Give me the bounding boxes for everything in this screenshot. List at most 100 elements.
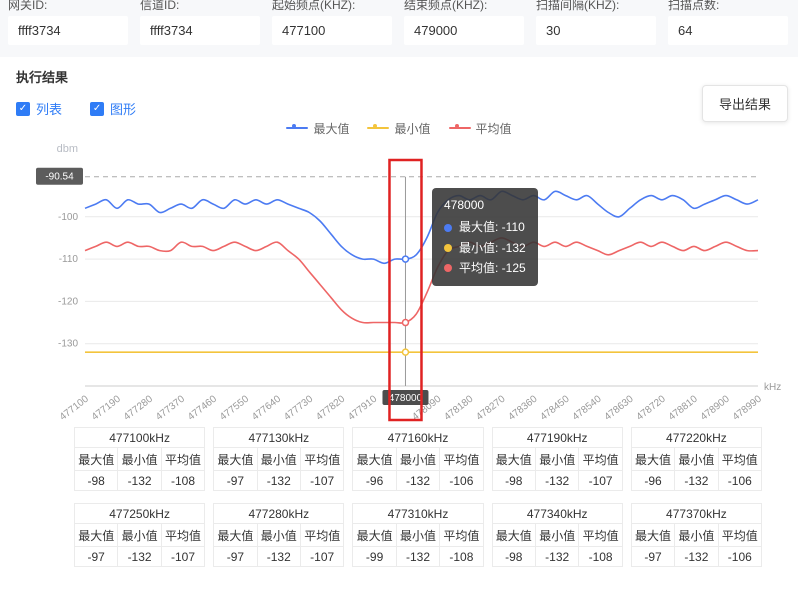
col-header: 最大值 [491, 447, 537, 471]
cell-value: -98 [73, 470, 119, 491]
spectrum-chart: 最大值 最小值 平均值 dbm kHz -100 -110 -120 -130 -90.54 47… [0, 118, 798, 423]
cell-value: -132 [395, 546, 441, 567]
col-header: 最小值 [256, 523, 301, 547]
chart-canvas[interactable]: dbm kHz -100 -110 -120 -130 -90.54 477100477190… [0, 138, 798, 423]
cell-value: -132 [674, 546, 719, 567]
col-header: 最小值 [256, 447, 301, 471]
freq-table-title: 477100kHz [73, 427, 206, 448]
checkbox-icon: ✓ [90, 101, 105, 116]
legend-marker-icon [448, 123, 471, 129]
highlight-annotation [388, 158, 423, 422]
col-header: 最大值 [630, 447, 676, 471]
col-header: 平均值 [299, 447, 345, 471]
form-field-label: 信道ID: [140, 0, 180, 12]
col-header: 最小值 [395, 447, 441, 471]
form-field-label: 起始频点(KHZ): [272, 0, 356, 12]
y-tick-label: -120 [58, 296, 78, 307]
cell-value: -107 [299, 546, 345, 567]
legend-marker-icon [286, 123, 309, 129]
cell-value: -107 [299, 470, 345, 491]
max-ref-label: -90.54 [45, 172, 74, 183]
col-header: 最小值 [534, 523, 580, 547]
freq-table: 477130kHz 最大值 最小值 平均值 -97 -132 -107 [213, 427, 345, 491]
x-tick-label: 477550 [218, 393, 251, 422]
cell-value: -99 [352, 546, 397, 567]
form-field-label: 扫描间隔(KHZ): [536, 0, 620, 12]
legend-label: 最大值 [313, 121, 350, 136]
x-tick-label: 477820 [314, 393, 347, 422]
col-header: 平均值 [439, 523, 484, 547]
freq-table-title: 477190kHz [491, 427, 623, 448]
form-field-input[interactable]: 477100 [272, 16, 392, 45]
freq-table: 477220kHz 最大值 最小值 平均值 -96 -132 -106 [630, 427, 763, 491]
x-tick-label: 478900 [699, 393, 732, 422]
form-field-4: 扫描间隔(KHZ): 30 [536, 0, 656, 45]
cell-value: -132 [534, 546, 580, 567]
col-header: 平均值 [160, 523, 206, 547]
legend-item-1[interactable]: 最小值 [367, 120, 431, 137]
x-tick-label: 477190 [90, 393, 123, 422]
col-header: 最大值 [213, 447, 258, 471]
cell-value: -97 [213, 546, 258, 567]
cell-value: -106 [717, 470, 763, 491]
legend-item-0[interactable]: 最大值 [286, 120, 349, 137]
y-tick-label: -110 [59, 254, 79, 265]
col-header: 平均值 [717, 447, 763, 471]
results-title: 执行结果 [16, 70, 69, 85]
form-field-input[interactable]: 30 [536, 16, 656, 45]
cell-value: -132 [395, 470, 441, 491]
legend-marker-icon [367, 123, 390, 129]
col-header: 平均值 [578, 447, 623, 471]
col-header: 最小值 [395, 523, 441, 547]
emphasis-dot-1 [401, 348, 410, 356]
form-field-input[interactable]: 64 [668, 16, 788, 45]
x-tick-label: 478360 [506, 393, 539, 422]
x-tick-label: 478450 [538, 393, 571, 422]
cell-value: -107 [160, 546, 206, 567]
freq-table: 477340kHz 最大值 最小值 平均值 -98 -132 -108 [491, 503, 623, 567]
x-tick-label: 477730 [282, 393, 315, 422]
col-header: 最小值 [674, 447, 719, 471]
checkbox-graphic[interactable]: ✓ 图形 [90, 99, 136, 118]
cell-value: -98 [491, 470, 537, 491]
cell-value: -106 [439, 470, 484, 491]
form-field-input[interactable]: 479000 [404, 16, 524, 45]
x-tick-label: 477100 [58, 393, 91, 422]
highlight-x-label: 478000 [389, 393, 423, 404]
form-field-input[interactable]: ffff3734 [140, 16, 260, 45]
col-header: 最小值 [534, 447, 580, 471]
frequency-tables: 477100kHz 最大值 最小值 平均值 -98 -132 -108 477130kHz 最大… [0, 423, 798, 567]
checkbox-label: 图形 [110, 102, 137, 117]
form-field-1: 信道ID: ffff3734 [140, 0, 260, 45]
freq-table-title: 477280kHz [213, 503, 345, 524]
legend-label: 最小值 [394, 121, 431, 136]
freq-table-title: 477340kHz [491, 503, 623, 524]
export-results-button[interactable]: 导出结果 [701, 85, 788, 122]
cell-value: -96 [630, 470, 676, 491]
cell-value: -108 [439, 546, 484, 567]
x-tick-label: 477910 [346, 393, 379, 422]
freq-table-title: 477250kHz [73, 503, 206, 524]
col-header: 平均值 [439, 447, 484, 471]
cell-value: -98 [491, 546, 537, 567]
x-tick-label: 478180 [442, 393, 475, 422]
x-tick-label: 478720 [635, 393, 668, 422]
freq-table: 477250kHz 最大值 最小值 平均值 -97 -132 -107 [73, 503, 206, 567]
result-type-checkboxes: ✓ 列表 ✓ 图形 [16, 99, 782, 118]
x-tick-label: 477640 [250, 393, 283, 422]
x-tick-label: 478630 [603, 393, 636, 422]
col-header: 最小值 [674, 523, 719, 547]
freq-table-title: 477220kHz [630, 427, 763, 448]
cell-value: -106 [717, 546, 763, 567]
freq-table: 477310kHz 最大值 最小值 平均值 -99 -132 -108 [352, 503, 484, 567]
x-tick-label: 477370 [154, 393, 187, 422]
x-tick-label: 477460 [186, 393, 219, 422]
form-field-label: 结束频点(KHZ): [404, 0, 488, 12]
checkbox-icon: ✓ [16, 101, 30, 116]
results-section: 执行结果 ✓ 列表 ✓ 图形 导出结果 [0, 57, 798, 122]
checkbox-list[interactable]: ✓ 列表 [16, 99, 62, 118]
legend-item-2[interactable]: 平均值 [448, 120, 512, 137]
form-field-2: 起始频点(KHZ): 477100 [272, 0, 392, 45]
form-field-input[interactable]: ffff3734 [8, 16, 128, 45]
query-form: 网关ID: ffff3734 信道ID: ffff3734 起始频点(KHZ): 4771… [0, 0, 798, 57]
